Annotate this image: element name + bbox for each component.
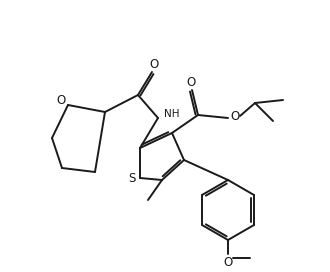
- Text: O: O: [186, 76, 196, 88]
- Text: S: S: [128, 172, 136, 186]
- Text: NH: NH: [164, 109, 180, 119]
- Text: O: O: [230, 110, 240, 122]
- Text: O: O: [56, 94, 66, 107]
- Text: O: O: [149, 57, 159, 70]
- Text: O: O: [223, 255, 233, 268]
